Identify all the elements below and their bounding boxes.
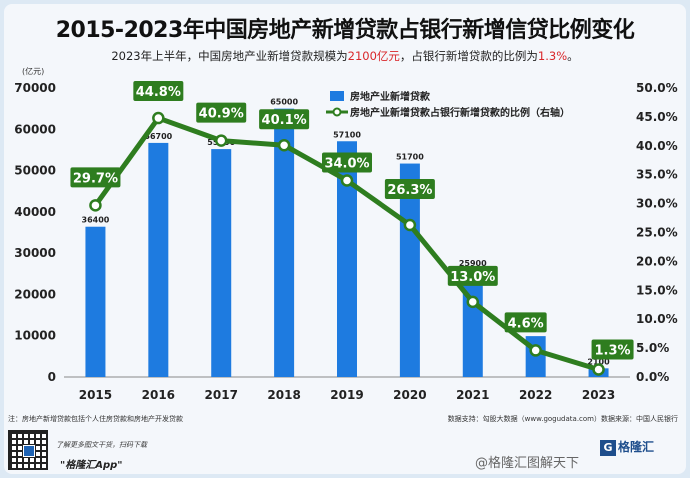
right-tick-label: 35.0% xyxy=(636,168,678,182)
qr-logo-icon xyxy=(23,445,35,457)
left-tick-label: 60000 xyxy=(14,122,56,136)
right-tick-label: 10.0% xyxy=(636,312,678,326)
ratio-label-box xyxy=(70,167,121,188)
ratio-point xyxy=(466,295,480,309)
ratio-label-box xyxy=(322,152,372,173)
x-tick-label: 2023 xyxy=(582,388,615,402)
qr-code[interactable] xyxy=(8,430,48,470)
x-tick-label: 2020 xyxy=(393,388,426,402)
ratio-label: 34.0% xyxy=(324,156,369,171)
ratio-point xyxy=(214,134,228,147)
subtitle-prefix: 2023年上半年，中国房地产业新增贷款规模为 xyxy=(111,49,348,63)
ratio-label-box xyxy=(504,312,547,333)
ratio-point xyxy=(340,174,354,187)
legend-bar-label: 房地产业新增贷款 xyxy=(350,90,431,103)
promo-text: 了解更多图文干货，扫码下载 xyxy=(56,441,147,449)
ratio-label: 40.9% xyxy=(199,107,244,122)
right-tick-label: 30.0% xyxy=(636,197,678,211)
x-tick-label: 2016 xyxy=(142,388,175,402)
bar xyxy=(274,108,295,378)
ratio-label-box xyxy=(196,102,247,123)
bar xyxy=(211,149,232,377)
left-tick-label: 10000 xyxy=(14,329,56,343)
left-tick-label: 70000 xyxy=(14,81,56,95)
source-note: 数据支持：勾股大数据（www.gogudata.com）数据来源：中国人民银行 xyxy=(447,415,678,423)
left-tick-label: 40000 xyxy=(14,205,56,219)
brand-logo: G 格隆汇 xyxy=(600,438,680,458)
ratio-point xyxy=(89,199,102,212)
ratio-point xyxy=(403,218,417,232)
left-tick-label: 20000 xyxy=(14,287,56,301)
x-tick-label: 2021 xyxy=(456,388,489,402)
bar-value-label: 65000 xyxy=(270,98,298,107)
ratio-label: 1.3% xyxy=(595,343,631,358)
page-title: 2015-2023年中国房地产新增贷款占银行新增信贷比例变化 xyxy=(55,18,635,43)
footnote: 注：房地产新增贷款包括个人住房贷款和房地产开发贷款 xyxy=(8,415,183,423)
bar xyxy=(85,226,106,377)
ratio-label: 44.8% xyxy=(136,85,181,100)
legend-line-label: 房地产业新增贷款占银行新增贷款的比例（右轴） xyxy=(350,106,570,119)
bar-value-label: 25900 xyxy=(459,259,487,268)
bar-value-label: 51700 xyxy=(396,153,424,162)
ratio-label: 40.1% xyxy=(262,113,307,128)
bar xyxy=(337,141,357,377)
bar-value-label: 36400 xyxy=(82,216,110,225)
bar-value-label: 2100 xyxy=(587,357,610,366)
bar xyxy=(399,163,420,377)
right-tick-label: 15.0% xyxy=(636,283,678,297)
ratio-label: 26.3% xyxy=(387,183,432,198)
left-axis-unit: (亿元) xyxy=(22,67,45,76)
brand-name: 格隆汇 xyxy=(618,440,655,454)
right-tick-label: 45.0% xyxy=(636,110,678,124)
right-tick-label: 0.0% xyxy=(636,370,669,384)
ratio-point xyxy=(592,363,605,376)
x-tick-label: 2018 xyxy=(267,388,300,402)
subtitle-suffix: 。 xyxy=(567,49,579,63)
ratio-label-box xyxy=(591,339,634,360)
left-tick-label: 0 xyxy=(48,370,56,384)
ratio-point xyxy=(277,138,291,152)
left-tick-label: 30000 xyxy=(14,246,56,260)
right-tick-label: 25.0% xyxy=(636,226,678,240)
legend-line-marker xyxy=(332,107,342,117)
right-tick-label: 20.0% xyxy=(636,254,678,268)
ratio-label-box xyxy=(384,178,435,199)
ratio-label-box xyxy=(133,81,184,102)
ratio-point xyxy=(529,344,542,357)
subtitle-ratio: 1.3% xyxy=(537,49,568,63)
left-tick-label: 50000 xyxy=(14,164,56,178)
watermark: @格隆汇图解天下 xyxy=(475,456,580,471)
bar xyxy=(462,270,483,377)
legend-bar-swatch xyxy=(330,91,344,101)
ratio-label: 29.7% xyxy=(73,171,118,186)
brand-logo-icon: G xyxy=(600,439,616,456)
ratio-label-box xyxy=(259,109,310,130)
ratio-label: 13.0% xyxy=(450,270,495,285)
x-tick-label: 2022 xyxy=(519,388,552,402)
ratio-point xyxy=(152,111,165,125)
x-tick-label: 2015 xyxy=(79,388,112,402)
ratio-label-box xyxy=(447,265,498,286)
right-tick-label: 50.0% xyxy=(636,81,678,95)
ratio-label: 4.6% xyxy=(508,316,544,331)
bar-value-label: 57100 xyxy=(333,130,361,139)
subtitle: 2023年上半年，中国房地产业新增贷款规模为2100亿元，占银行新增贷款的比例为… xyxy=(0,48,690,64)
subtitle-amount: 2100亿元 xyxy=(347,49,400,63)
bar xyxy=(148,142,169,377)
x-tick-label: 2019 xyxy=(330,388,363,402)
app-name: "格隆汇App" xyxy=(60,460,123,471)
right-tick-label: 5.0% xyxy=(636,341,669,355)
x-tick-label: 2017 xyxy=(205,388,238,402)
right-tick-label: 40.0% xyxy=(636,139,678,153)
subtitle-middle: ，占银行新增贷款的比例为 xyxy=(399,49,538,63)
bar-value-label: 56700 xyxy=(144,132,172,141)
